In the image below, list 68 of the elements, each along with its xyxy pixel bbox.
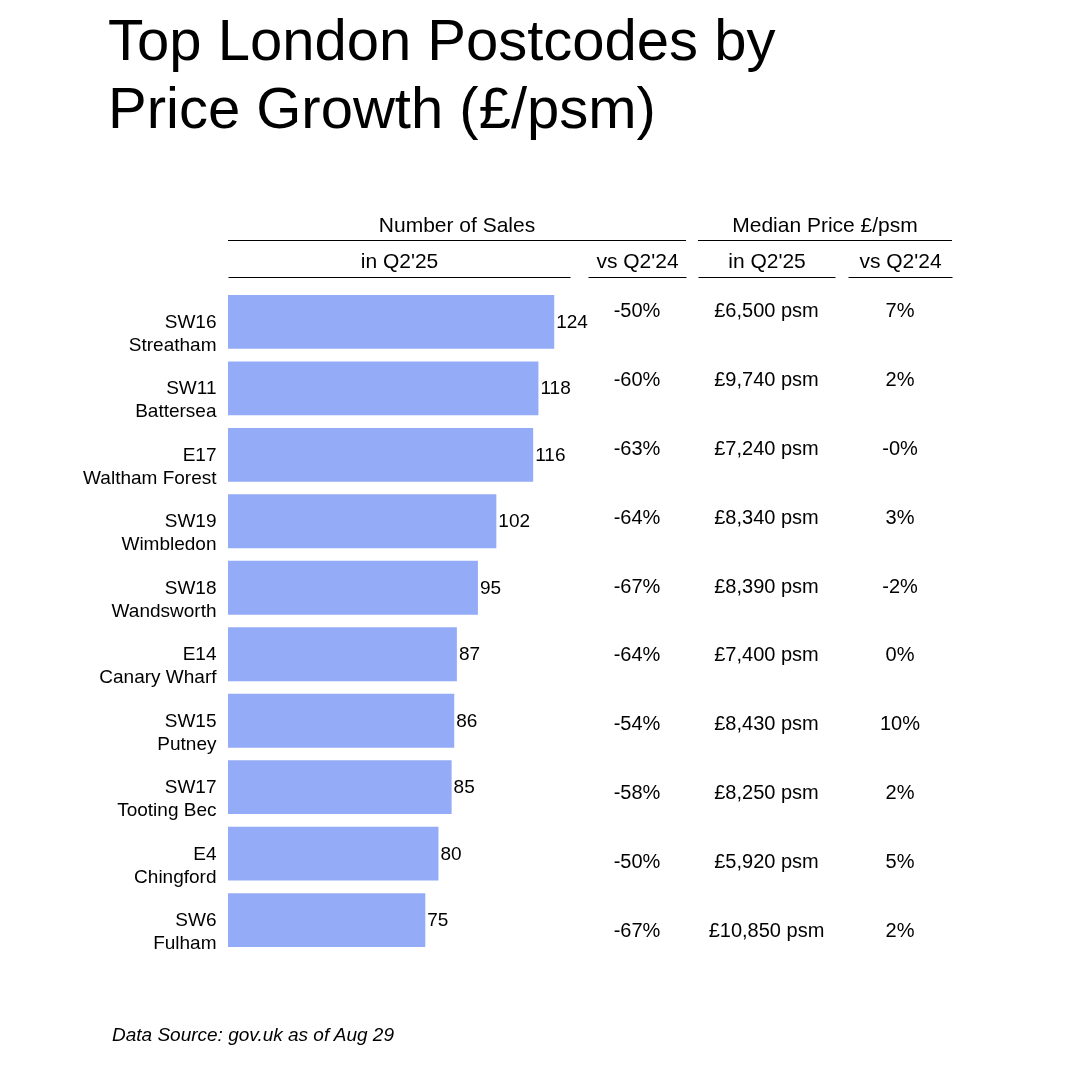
- bar: [228, 826, 439, 881]
- y-tick-label: SW19 Wimbledon: [121, 510, 217, 555]
- chart-title: Top London Postcodes by Price Growth (£/psm): [108, 6, 777, 142]
- data-label: £6,500 psm: [714, 299, 819, 322]
- data-label: 2%: [885, 918, 915, 941]
- data-label: 3%: [885, 505, 915, 528]
- data-label: £7,400 psm: [714, 643, 819, 666]
- bar: [228, 361, 539, 416]
- text: in Q2'25: [728, 248, 806, 272]
- bar: [228, 627, 457, 682]
- source-note: Data Source: gov.uk as of Aug 29: [112, 1024, 395, 1046]
- y-tick-label: E14 Canary Wharf: [99, 643, 218, 688]
- y-tick-label: SW6 Fulham: [153, 909, 217, 954]
- data-label: -67%: [613, 918, 661, 941]
- data-label: 85: [453, 776, 475, 798]
- data-label: 10%: [879, 712, 921, 735]
- bar: [228, 893, 426, 948]
- data-label: 124: [556, 310, 589, 332]
- data-label: -64%: [613, 505, 661, 528]
- data-label: £8,430 psm: [714, 712, 819, 735]
- bar: [228, 427, 534, 482]
- data-label: 86: [456, 709, 478, 731]
- y-tick-label: E17 Waltham Forest: [83, 443, 218, 488]
- y-tick-label: SW16 Streatham: [128, 310, 217, 355]
- bar: [228, 693, 455, 748]
- data-label: -67%: [613, 574, 661, 597]
- y-tick-label: SW15 Putney: [157, 709, 217, 754]
- x-axis-title: in Q2'25: [360, 248, 439, 272]
- data-label: -63%: [613, 437, 661, 459]
- data-label: 102: [498, 510, 531, 532]
- data-label: -50%: [613, 849, 661, 872]
- data-label: 95: [479, 576, 502, 598]
- y-tick-label: SW11 Battersea: [135, 377, 217, 422]
- data-label: 0%: [885, 643, 915, 666]
- y-tick-label: E4 Chingford: [134, 842, 217, 887]
- data-label: -2%: [882, 574, 918, 597]
- bar: [228, 294, 555, 349]
- data-label: 87: [458, 643, 481, 665]
- data-label: £5,920 psm: [714, 849, 819, 872]
- data-label: -0%: [882, 437, 918, 459]
- data-label: 116: [535, 443, 566, 465]
- data-label: 75: [427, 909, 449, 931]
- y-tick-label: SW17 Tooting Bec: [117, 776, 217, 821]
- text: vs Q2'24: [859, 248, 942, 272]
- data-label: -60%: [613, 368, 661, 391]
- data-label: -50%: [613, 299, 661, 322]
- data-label: £8,340 psm: [714, 505, 819, 528]
- data-label: £8,390 psm: [714, 574, 819, 597]
- data-label: £8,250 psm: [714, 781, 819, 803]
- bar: [228, 560, 478, 615]
- y-tick-label: SW18 Wandsworth: [111, 576, 217, 621]
- data-label: 5%: [885, 849, 915, 872]
- data-label: 80: [440, 842, 462, 864]
- bar: [228, 494, 497, 549]
- bar: [228, 760, 452, 815]
- data-label: 2%: [885, 781, 915, 803]
- text: Median Price £/psm: [698, 210, 952, 241]
- chart-subtitle: Number of Sales: [228, 210, 686, 241]
- data-label: -64%: [613, 643, 661, 666]
- data-label: -58%: [613, 781, 661, 803]
- text: vs Q2'24: [596, 248, 679, 272]
- data-label: £10,850 psm: [708, 918, 825, 941]
- data-label: 118: [540, 377, 571, 399]
- data-label: £9,740 psm: [714, 368, 819, 391]
- data-label: 7%: [885, 299, 915, 322]
- data-label: -54%: [613, 712, 661, 735]
- data-label: £7,240 psm: [714, 437, 819, 459]
- data-label: 2%: [885, 368, 915, 391]
